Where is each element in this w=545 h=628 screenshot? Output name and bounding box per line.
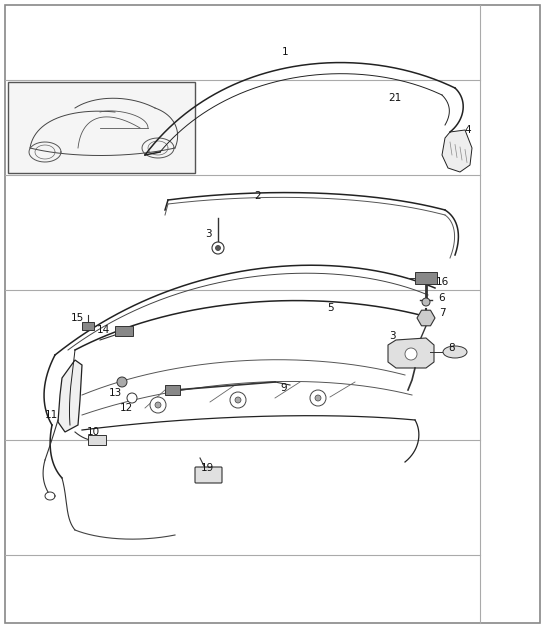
Circle shape <box>422 298 430 306</box>
Circle shape <box>127 393 137 403</box>
Text: 8: 8 <box>449 343 455 353</box>
Text: 14: 14 <box>96 325 110 335</box>
Bar <box>88 435 106 445</box>
Text: 3: 3 <box>389 331 395 341</box>
Text: 5: 5 <box>326 303 334 313</box>
Ellipse shape <box>443 346 467 358</box>
Text: 4: 4 <box>465 125 471 135</box>
Polygon shape <box>388 338 434 368</box>
Text: 16: 16 <box>435 277 449 287</box>
Bar <box>115 326 133 336</box>
Circle shape <box>315 395 321 401</box>
Circle shape <box>215 246 221 251</box>
Text: 10: 10 <box>87 427 100 437</box>
Text: 21: 21 <box>389 93 402 103</box>
Circle shape <box>155 402 161 408</box>
Text: 3: 3 <box>205 229 211 239</box>
Bar <box>82 322 94 330</box>
Text: 1: 1 <box>282 47 288 57</box>
Text: 11: 11 <box>44 410 58 420</box>
Polygon shape <box>442 130 472 172</box>
Circle shape <box>212 242 224 254</box>
Text: 15: 15 <box>70 313 83 323</box>
Bar <box>165 385 180 395</box>
Circle shape <box>405 348 417 360</box>
Circle shape <box>235 397 241 403</box>
Bar <box>8 82 195 173</box>
Text: 6: 6 <box>439 293 445 303</box>
FancyBboxPatch shape <box>195 467 222 483</box>
Text: 12: 12 <box>119 403 132 413</box>
Text: 19: 19 <box>201 463 214 473</box>
Text: 13: 13 <box>108 388 122 398</box>
Circle shape <box>150 397 166 413</box>
Text: 2: 2 <box>255 191 261 201</box>
Circle shape <box>117 377 127 387</box>
Polygon shape <box>58 360 82 432</box>
Circle shape <box>230 392 246 408</box>
Text: 9: 9 <box>281 383 287 393</box>
Circle shape <box>310 390 326 406</box>
Bar <box>415 272 437 284</box>
Text: 7: 7 <box>439 308 445 318</box>
